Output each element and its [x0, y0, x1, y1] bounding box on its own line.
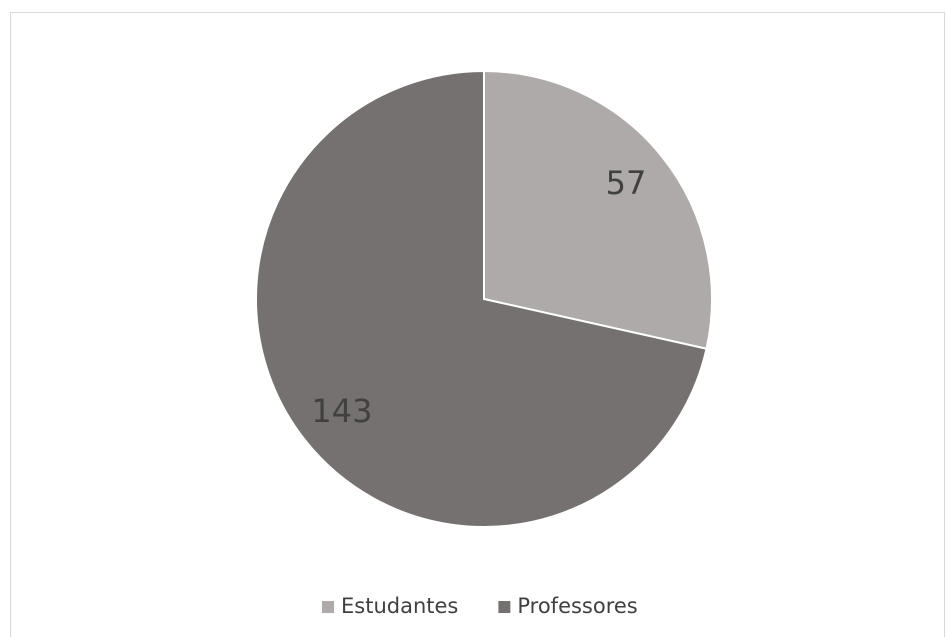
legend-swatch [322, 601, 334, 613]
data-label: 143 [311, 392, 372, 430]
pie-slice [483, 69, 713, 350]
data-label: 57 [606, 164, 647, 202]
legend-swatch [498, 601, 511, 613]
pie-slice [255, 69, 708, 528]
legend-label: Professores [517, 594, 637, 618]
legend-label: Estudantes [341, 594, 458, 618]
